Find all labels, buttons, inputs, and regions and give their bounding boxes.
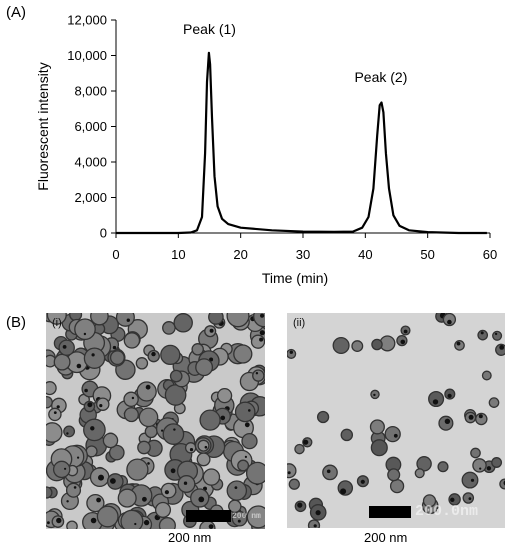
y-tick-label: 2,000 [74, 190, 107, 205]
y-tick-label: 4,000 [74, 155, 107, 170]
tem-i-scale-caption: 200 nm [168, 530, 212, 545]
x-tick-label: 10 [171, 247, 185, 262]
panel-b-label: (B) [6, 314, 26, 331]
tem-ii-scale-caption: 200 nm [364, 530, 408, 545]
y-tick-label: 0 [100, 226, 107, 241]
x-tick-label: 20 [233, 247, 247, 262]
y-tick-label: 12,000 [67, 13, 107, 28]
panel-a-label: (A) [6, 4, 26, 21]
x-axis-label: Time (min) [262, 270, 328, 286]
tem-image-ii: (ii) 200.0nm [287, 313, 505, 528]
tem-micrograph-ii [287, 313, 505, 528]
tem-ii-scale-bar [369, 506, 411, 518]
peak-annotation: Peak (2) [354, 69, 407, 85]
y-axis-label: Fluorescent intensity [35, 62, 51, 190]
tem-micrograph-i [46, 313, 265, 529]
y-tick-label: 8,000 [74, 84, 107, 99]
x-tick-label: 30 [296, 247, 310, 262]
tem-i-scale-bar [186, 510, 231, 522]
tem-ii-label: (ii) [293, 317, 306, 329]
x-tick-label: 50 [420, 247, 434, 262]
tem-i-label: (i) [52, 317, 62, 329]
tem-ii-scale-overlay: 200.0nm [415, 503, 479, 520]
tem-image-i: (i) 200 nm [46, 313, 265, 529]
chromatogram-chart: 0 2,000 4,000 6,000 8,000 10,000 12,000 0 10 20 30… [35, 13, 497, 287]
x-tick-label: 40 [358, 247, 372, 262]
y-tick-label: 6,000 [74, 119, 107, 134]
y-tick-label: 10,000 [67, 48, 107, 63]
x-tick-label: 60 [483, 247, 497, 262]
tem-i-scale-overlay: 200 nm [232, 512, 261, 521]
x-tick-label: 0 [112, 247, 119, 262]
peak-annotation: Peak (1) [183, 21, 236, 37]
series-line [116, 51, 487, 235]
